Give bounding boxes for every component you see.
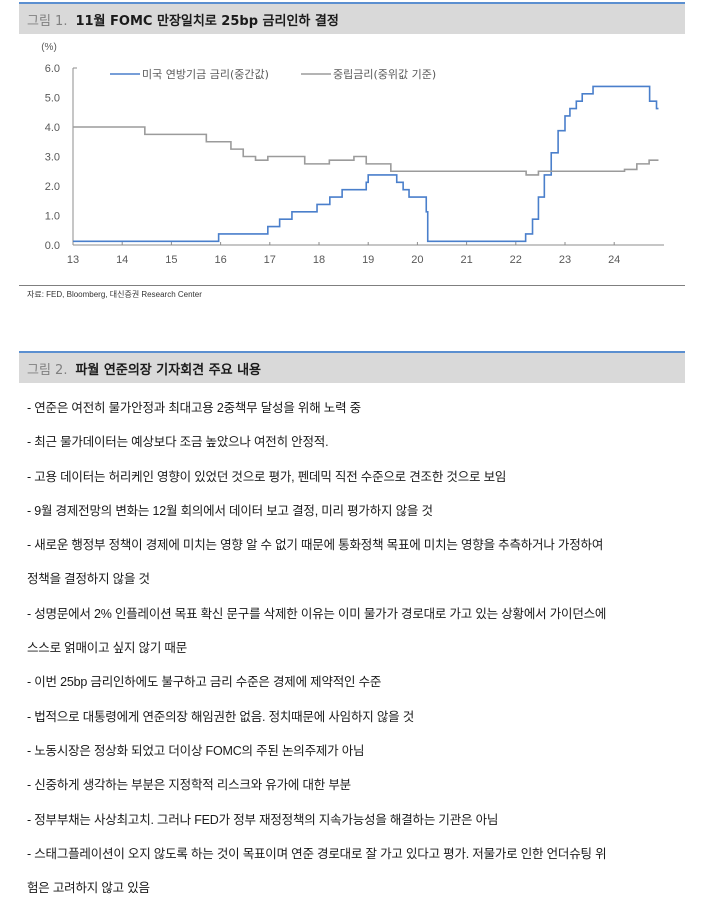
x-tick-label: 18 [313, 254, 325, 266]
bullet-line: - 연준은 여전히 물가안정과 최대고용 2중책무 달성을 위해 노력 중 [27, 401, 361, 415]
bullet-line: - 고용 데이터는 허리케인 영향이 있었던 것으로 평가, 펜데믹 직전 수준… [27, 469, 507, 484]
figure-2-header: 그림 2. 파월 연준의장 기자회견 주요 내용 [19, 351, 685, 383]
fed-funds-rate-line [73, 85, 659, 243]
bullet-line: - 이번 25bp 금리인하에도 불구하고 금리 수준은 경제에 제약적인 수준 [27, 675, 382, 690]
bullet-line: - 정부부채는 사상최고치. 그러나 FED가 정부 재정정책의 지속가능성을 … [27, 812, 499, 827]
bullet-line: - 법적으로 대통령에게 연준의장 해임권한 없음. 정치때문에 사임하지 않을… [27, 709, 414, 724]
legend-label: 중립금리(중위값 기준) [333, 68, 436, 81]
bullet-line: - 신중하게 생각하는 부분은 지정학적 리스크와 유가에 대한 부분 [27, 778, 351, 793]
x-tick-label: 15 [165, 254, 177, 266]
bullet-line: - 성명문에서 2% 인플레이션 목표 확신 문구를 삭제한 이유는 이미 물가… [27, 606, 607, 621]
figure-1-source: 자료: FED, Bloomberg, 대신증권 Research Center [19, 285, 685, 300]
bullet-line: - 9월 경제전망의 변화는 12월 회의에서 데이터 보고 결정, 미리 평가… [27, 503, 433, 518]
figure-1-title: 11월 FOMC 만장일치로 25bp 금리인하 결정 [75, 13, 339, 29]
y-tick-label: 6.0 [45, 63, 60, 75]
y-tick-label: 3.0 [45, 152, 60, 164]
bullet-line: - 새로운 행정부 정책이 경제에 미치는 영향 알 수 없기 때문에 통화정책… [27, 538, 604, 553]
x-tick-label: 22 [510, 254, 522, 266]
fed-rate-chart: 0.0 1.0 2.0 3.0 4.0 5.0 6.0 (%) 13 14 15 16 17 18 19 20… [19, 36, 685, 284]
figure-1-header: 그림 1. 11월 FOMC 만장일치로 25bp 금리인하 결정 [19, 2, 685, 34]
bullet-line: - 스태그플레이션이 오지 않도록 하는 것이 목표이며 연준 경로대로 잘 가… [27, 846, 607, 861]
figure-2-title: 파월 연준의장 기자회견 주요 내용 [75, 362, 262, 378]
x-tick-label: 14 [116, 254, 128, 266]
bullet-line-continued: 험은 고려하지 않고 있음 [27, 881, 150, 896]
y-tick-label: 0.0 [45, 240, 60, 252]
bullet-line: - 최근 물가데이터는 예상보다 조금 높았으나 여전히 안정적. [27, 435, 329, 450]
press-conference-points: - 연준은 여전히 물가안정과 최대고용 2중책무 달성을 위해 노력 중 - … [27, 398, 687, 912]
y-tick-label: 4.0 [45, 122, 60, 134]
x-tick-label: 21 [460, 254, 472, 266]
x-tick-label: 20 [411, 254, 423, 266]
x-tick-label: 24 [608, 254, 620, 266]
x-tick-label: 13 [67, 254, 79, 266]
bullet-line: - 노동시장은 정상화 되었고 더이상 FOMC의 주된 논의주제가 아님 [27, 743, 365, 758]
x-tick-label: 23 [559, 254, 571, 266]
legend-label: 미국 연방기금 금리(중간값) [142, 68, 269, 81]
y-axis-unit: (%) [41, 42, 57, 53]
y-tick-label: 2.0 [45, 181, 60, 193]
x-tick-label: 19 [362, 254, 374, 266]
neutral-rate-line [73, 126, 659, 176]
chart-canvas: 0.0 1.0 2.0 3.0 4.0 5.0 6.0 (%) 13 14 15 16 17 18 19 20… [41, 42, 664, 266]
figure-1-number: 그림 1. [27, 13, 68, 29]
y-tick-label: 5.0 [45, 93, 60, 105]
x-tick-label: 16 [214, 254, 226, 266]
x-tick-label: 17 [264, 254, 276, 266]
bullet-line-continued: 정책을 결정하지 않을 것 [27, 572, 150, 587]
y-tick-label: 1.0 [45, 211, 60, 223]
figure-2-number: 그림 2. [27, 362, 68, 378]
bullet-line-continued: 스스로 얽매이고 싶지 않기 때문 [27, 641, 187, 656]
